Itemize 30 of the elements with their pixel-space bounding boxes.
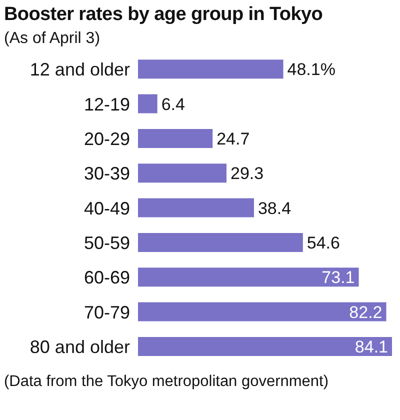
- y-tick-label: 50-59: [84, 233, 130, 254]
- y-tick-label: 70-79: [84, 302, 130, 322]
- y-tick-label: 30-39: [84, 164, 130, 184]
- y-tick-label: 40-49: [84, 198, 130, 218]
- bar: [138, 164, 226, 183]
- data-label: 24.7: [216, 130, 250, 149]
- y-tick-label: 60-69: [84, 268, 130, 288]
- bar: [138, 60, 284, 79]
- bar: [138, 128, 213, 148]
- chart-title: Booster rates by age group in Tokyo: [4, 4, 323, 26]
- text: (Data from the Tokyo metropolitan government): [4, 372, 330, 392]
- data-label: 48.1%: [287, 60, 336, 80]
- bar: [138, 302, 386, 322]
- bar: [138, 336, 392, 356]
- bar: [138, 94, 158, 114]
- data-label: 38.4: [258, 198, 292, 218]
- y-tick-label: 12 and older: [30, 60, 130, 80]
- bar: [138, 198, 254, 218]
- data-label: 6.4: [161, 94, 185, 114]
- data-label: 73.1: [322, 268, 355, 288]
- chart-subtitle: (As of April 3): [4, 30, 100, 48]
- y-tick-label: 20-29: [84, 129, 130, 150]
- y-tick-label: 12-19: [84, 94, 130, 114]
- bar: [138, 268, 359, 287]
- data-label: 84.1: [354, 338, 388, 357]
- data-label: 29.3: [230, 164, 264, 184]
- bar: [138, 232, 303, 252]
- data-label: 54.6: [306, 234, 340, 253]
- data-label: 82.2: [349, 302, 382, 322]
- y-tick-label: 80 and older: [30, 337, 130, 358]
